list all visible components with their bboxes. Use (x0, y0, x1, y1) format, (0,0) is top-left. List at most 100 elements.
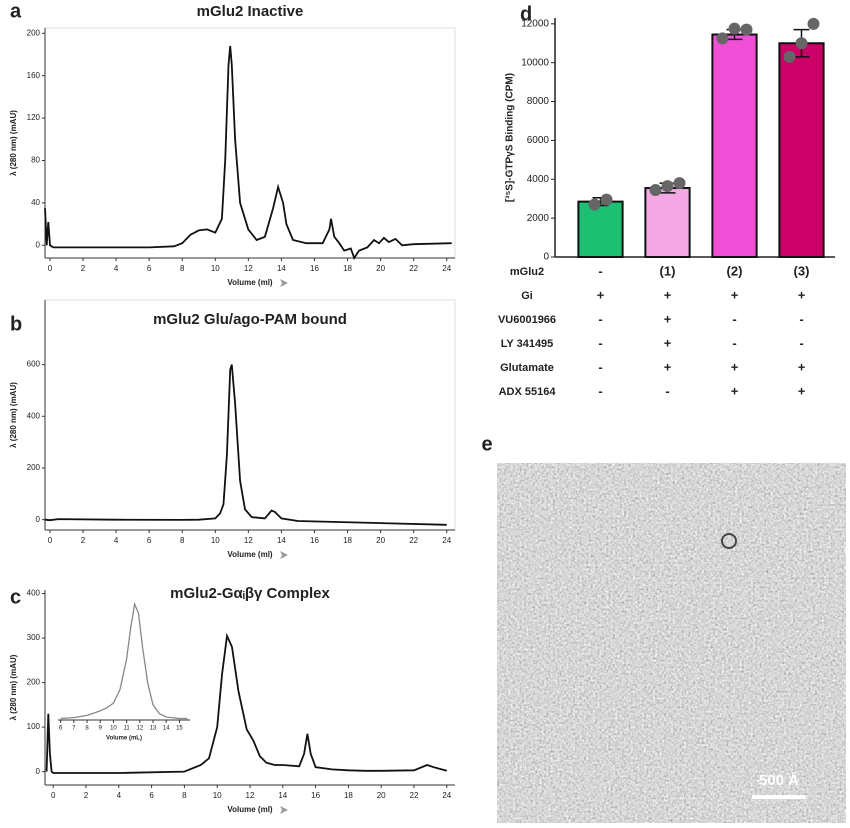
data-point (673, 177, 686, 190)
x-tick-label: 8 (180, 536, 185, 545)
bar (711, 33, 758, 258)
panel-label: c (10, 586, 21, 608)
data-point (588, 198, 601, 211)
data-point (740, 23, 753, 36)
scale-bar-label: 500 Å (759, 772, 799, 789)
y-tick-label: 600 (27, 360, 41, 369)
x-tick-label: 24 (442, 791, 451, 800)
x-tick-label: 4 (114, 536, 119, 545)
table-cell: - (732, 311, 736, 326)
axis-arrow (280, 806, 288, 814)
table-cell: - (732, 335, 736, 350)
x-tick-label: 6 (149, 791, 154, 800)
table-row-label: LY 341495 (501, 338, 554, 350)
x-tick-label: 16 (310, 536, 319, 545)
x-tick-label: 13 (150, 726, 157, 732)
table-cell: - (598, 383, 602, 398)
x-axis-label: Volume (ml) (227, 805, 273, 814)
x-tick-label: 6 (147, 264, 152, 273)
x-tick-label: 0 (48, 264, 53, 273)
trace (60, 601, 188, 720)
x-axis-label: Volume (ml) (227, 278, 273, 287)
table-cell: - (598, 335, 602, 350)
y-tick-label: 80 (31, 156, 40, 165)
x-tick-label: 14 (277, 536, 286, 545)
x-tick-label: 16 (311, 791, 320, 800)
table-cell: - (598, 311, 602, 326)
x-tick-label: 4 (117, 791, 122, 800)
x-tick-label: 2 (84, 791, 89, 800)
data-point (728, 22, 741, 35)
x-tick-label: 12 (136, 726, 143, 732)
y-tick-label: 200 (27, 463, 41, 472)
panel-label: d (520, 3, 532, 25)
table-cell: + (798, 383, 806, 398)
panel-label: e (481, 433, 492, 455)
x-axis-label: Volume (ml) (227, 550, 273, 559)
x-tick-label: 8 (85, 726, 89, 732)
x-tick-label: 15 (176, 726, 183, 732)
x-tick-label: 18 (343, 536, 352, 545)
x-tick-label: 24 (442, 264, 451, 273)
x-tick-label: 20 (377, 791, 386, 800)
x-tick-label: 12 (244, 536, 253, 545)
y-tick-label: 300 (27, 633, 41, 642)
table-row-label: VU6001966 (498, 314, 556, 326)
x-tick-label: 0 (48, 536, 53, 545)
table-cell: - (598, 359, 602, 374)
x-tick-label: 10 (211, 264, 220, 273)
table-cell: + (597, 287, 605, 302)
y-tick-label: 40 (31, 198, 40, 207)
y-axis-label: λ (280 nm) (mAU) (9, 110, 18, 176)
table-cell: + (798, 287, 806, 302)
table-cell: + (731, 383, 739, 398)
data-point (795, 37, 808, 50)
x-tick-label: 8 (180, 264, 185, 273)
table-cell: - (598, 263, 602, 278)
x-tick-label: 18 (344, 791, 353, 800)
x-tick-label: 14 (277, 264, 286, 273)
y-tick-label: 400 (27, 411, 41, 420)
x-tick-label: 10 (211, 536, 220, 545)
x-axis-label: Volume (mL) (106, 736, 142, 742)
plot-frame (44, 27, 456, 259)
particle (721, 533, 737, 549)
x-tick-label: 18 (343, 264, 352, 273)
axis-arrow (280, 279, 288, 287)
chart-title: mGlu2 Inactive (197, 3, 304, 20)
table-cell: + (664, 359, 672, 374)
x-tick-label: 10 (110, 726, 117, 732)
chart-title: mGlu2 Glu/ago-PAM bound (153, 311, 347, 328)
y-tick-label: 200 (27, 28, 41, 37)
x-tick-label: 14 (163, 726, 170, 732)
y-tick-label: 0 (36, 767, 41, 776)
y-tick-label: 100 (27, 722, 41, 731)
x-tick-label: 6 (59, 726, 63, 732)
y-tick-label: 0 (36, 240, 41, 249)
axis-arrow (280, 551, 288, 559)
y-axis-label: [³⁵S]-GTPγS Binding (CPM) (505, 73, 516, 202)
y-tick-label: 0 (36, 515, 41, 524)
bar (778, 42, 825, 258)
x-tick-label: 12 (244, 264, 253, 273)
y-tick-label: 0 (543, 252, 549, 263)
x-tick-label: 24 (442, 536, 451, 545)
x-tick-label: 20 (376, 536, 385, 545)
data-point (661, 180, 674, 193)
table-cell: + (731, 359, 739, 374)
y-tick-label: 2000 (527, 213, 550, 224)
x-tick-label: 16 (310, 264, 319, 273)
data-point (649, 183, 662, 196)
y-axis-label: λ (280 nm) (mAU) (9, 654, 18, 720)
x-tick-label: 0 (51, 791, 56, 800)
x-tick-label: 4 (114, 264, 119, 273)
y-tick-label: 120 (27, 113, 41, 122)
table-cell: (3) (794, 263, 810, 278)
table-cell: + (664, 335, 672, 350)
x-tick-label: 9 (99, 726, 103, 732)
plot-frame (44, 299, 456, 531)
x-tick-label: 2 (81, 536, 86, 545)
x-tick-label: 22 (409, 264, 418, 273)
y-tick-label: 12000 (521, 18, 549, 29)
table-cell: - (665, 383, 669, 398)
